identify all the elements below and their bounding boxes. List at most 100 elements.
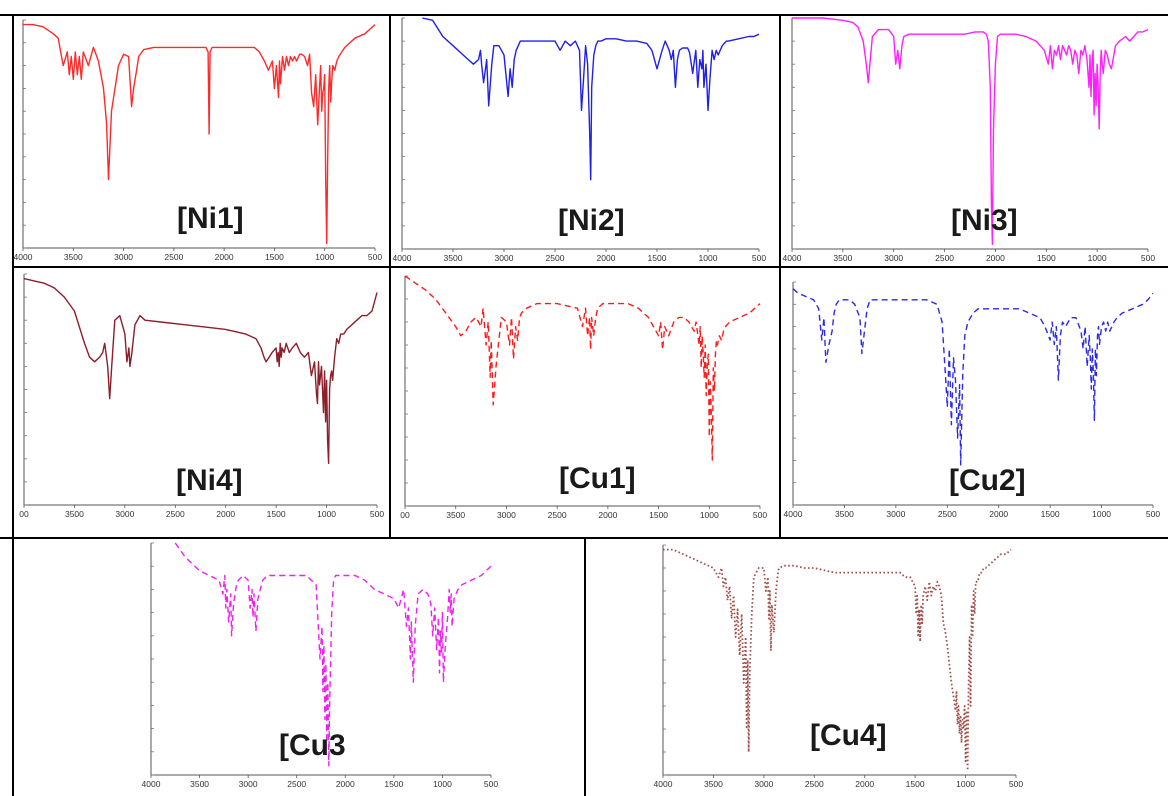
grid-border-left [12, 14, 14, 796]
panel-label-cu3: [Cu3 [279, 729, 346, 762]
x-tick-label: 3500 [64, 252, 83, 262]
x-tick-label: 2000 [986, 253, 1005, 263]
spectrum-panel-ni3: 4000 3500 3000 2500 2000 1500 1000 500 [Ni3] [781, 16, 1168, 266]
x-tick-label: 3500 [446, 510, 465, 520]
x-tick-label: 2000 [855, 779, 874, 789]
x-tick-label: 500 [752, 253, 766, 263]
x-tick-label: 3500 [833, 253, 852, 263]
x-tick-label: 4000 [783, 253, 802, 263]
x-tick-label: 500 [1009, 779, 1023, 789]
x-tick-label: 2500 [546, 253, 565, 263]
grid-divider-row1 [12, 266, 1168, 268]
x-tick-label: 1000 [1088, 253, 1107, 263]
spectrum-line-cu4 [663, 548, 1012, 772]
grid-border-top [0, 14, 1168, 16]
x-tick-label: 3500 [704, 779, 723, 789]
panel-label-cu1: [Cu1] [559, 462, 636, 495]
panel-label-ni2: [Ni2] [558, 204, 625, 237]
x-tick-label: 1500 [906, 779, 925, 789]
spectrum-plot-cu2: 4000 3500 3000 2500 2000 1500 1000 500 [784, 281, 1160, 519]
x-tick-label: 500 [1146, 509, 1160, 519]
spectrum-plot-ni1: 4000 3500 3000 2500 2000 1500 1000 500 [14, 19, 382, 262]
grid-divider-row2 [0, 537, 1168, 539]
panel-label-cu4: [Cu4] [810, 719, 887, 752]
x-tick-label: 2500 [805, 779, 824, 789]
x-tick-label: 2000 [598, 510, 617, 520]
x-tick-label: 00 [400, 510, 410, 520]
x-tick-label: 3000 [115, 509, 134, 519]
x-tick-label: 4000 [784, 509, 803, 519]
x-tick-label: 1000 [699, 253, 718, 263]
x-tick-label: 1500 [649, 510, 668, 520]
x-tick-label: 3000 [886, 509, 905, 519]
spectrum-line-cu2 [792, 288, 1154, 466]
spectrum-panel-cu4: 4000 3500 3000 2500 2000 1500 1000 500 [Cu4] [586, 539, 1168, 796]
x-tick-label: 1000 [317, 509, 336, 519]
spectrum-panel-cu3: 4000 3500 3000 2500 2000 1500 1000 500 [Cu3 [14, 539, 584, 796]
spectrum-line-ni4 [23, 277, 378, 465]
grid-divider-col2 [779, 14, 781, 537]
x-tick-label: 500 [753, 510, 767, 520]
x-tick-label: 500 [484, 779, 498, 789]
spectrum-plot-ni4: 00 3500 3000 2500 2000 1500 1000 500 [19, 273, 384, 519]
x-tick-label: 1500 [1041, 509, 1060, 519]
x-tick-label: 2500 [938, 509, 957, 519]
x-tick-label: 2000 [216, 509, 235, 519]
x-tick-label: 500 [1141, 253, 1155, 263]
spectrum-line-ni2 [422, 17, 760, 181]
panel-label-ni1: [Ni1] [177, 202, 244, 235]
x-tick-label: 4000 [14, 252, 33, 262]
x-tick-label: 3500 [444, 253, 463, 263]
grid-divider-col3 [584, 539, 586, 796]
x-tick-label: 1500 [265, 252, 284, 262]
spectrum-panel-ni2: 4000 3500 3000 2500 2000 1500 1000 500 [Ni2] [391, 16, 779, 266]
spectrum-panel-ni4: 00 3500 3000 2500 2000 1500 1000 500 [Ni4] [14, 268, 389, 537]
grid-divider-col1 [389, 14, 391, 537]
x-tick-label: 1500 [648, 253, 667, 263]
x-tick-label: 1500 [384, 779, 403, 789]
spectrum-plot-ni2: 4000 3500 3000 2500 2000 1500 1000 500 [393, 17, 766, 263]
x-tick-label: 2000 [989, 509, 1008, 519]
x-tick-label: 2000 [597, 253, 616, 263]
spectrum-line-cu1 [404, 275, 761, 461]
x-tick-label: 1500 [1037, 253, 1056, 263]
panel-label-ni4: [Ni4] [176, 464, 243, 497]
spectrum-panel-ni1: 4000 3500 3000 2500 2000 1500 1000 500 [Ni1] [14, 16, 389, 266]
x-tick-label: 2500 [935, 253, 954, 263]
spectrum-panel-cu1: 00 3500 3000 2500 2000 1500 1000 500 [Cu1] [391, 268, 779, 537]
x-tick-label: 3000 [754, 779, 773, 789]
spectrum-plot-cu4: 4000 3500 3000 2500 2000 1500 1000 500 [654, 544, 1023, 789]
x-tick-label: 2500 [164, 252, 183, 262]
x-tick-label: 4000 [393, 253, 412, 263]
x-tick-label: 500 [370, 509, 384, 519]
x-tick-label: 1000 [1092, 509, 1111, 519]
x-tick-label: 1000 [315, 252, 334, 262]
x-tick-label: 1000 [956, 779, 975, 789]
x-tick-label: 4000 [654, 779, 673, 789]
x-tick-label: 500 [368, 252, 382, 262]
x-tick-label: 3000 [495, 253, 514, 263]
x-tick-label: 00 [19, 509, 29, 519]
spectrum-line-ni3 [792, 17, 1149, 246]
x-tick-label: 2000 [215, 252, 234, 262]
x-tick-label: 3500 [835, 509, 854, 519]
spectrum-plot-cu1: 00 3500 3000 2500 2000 1500 1000 500 [400, 275, 767, 520]
spectrum-panel-cu2: 4000 3500 3000 2500 2000 1500 1000 500 [Cu2] [781, 268, 1168, 537]
x-tick-label: 4000 [142, 779, 161, 789]
x-tick-label: 2500 [287, 779, 306, 789]
x-tick-label: 2500 [166, 509, 185, 519]
x-tick-label: 1000 [700, 510, 719, 520]
x-tick-label: 3500 [65, 509, 84, 519]
x-tick-label: 3000 [497, 510, 516, 520]
x-tick-label: 2500 [548, 510, 567, 520]
spectrum-plot-ni3: 4000 3500 3000 2500 2000 1500 1000 500 [783, 17, 1155, 263]
spectrum-plot-cu3: 4000 3500 3000 2500 2000 1500 1000 500 [142, 542, 498, 789]
x-tick-label: 2000 [336, 779, 355, 789]
x-tick-label: 3000 [239, 779, 258, 789]
x-tick-label: 1500 [267, 509, 286, 519]
panel-label-cu2: [Cu2] [949, 464, 1026, 497]
panel-label-ni3: [Ni3] [951, 204, 1018, 237]
x-tick-label: 3000 [884, 253, 903, 263]
x-tick-label: 3000 [114, 252, 133, 262]
x-tick-label: 1000 [433, 779, 452, 789]
